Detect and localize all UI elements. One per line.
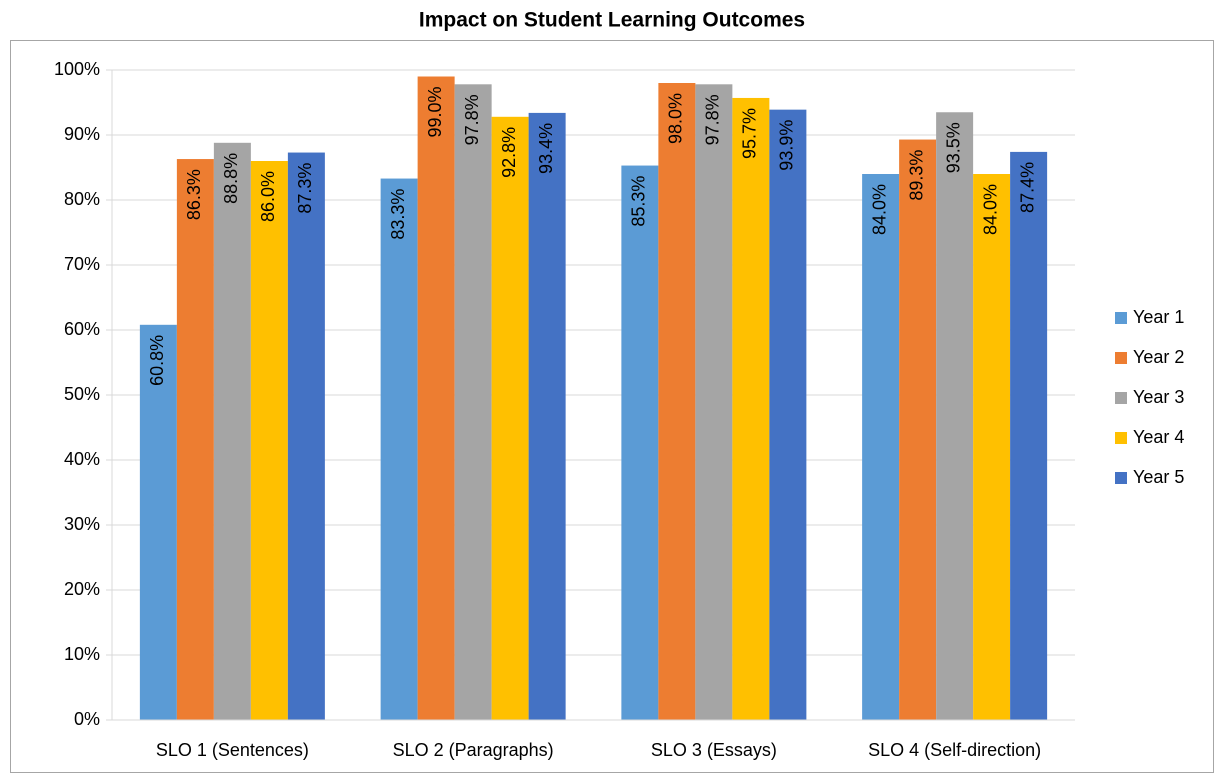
- data-label: 93.9%: [777, 120, 797, 171]
- data-label: 97.8%: [703, 94, 723, 145]
- legend-swatch: [1115, 432, 1127, 444]
- bar: [769, 109, 807, 720]
- data-label: 85.3%: [629, 176, 649, 227]
- legend-swatch: [1115, 312, 1127, 324]
- legend-label: Year 1: [1133, 307, 1184, 327]
- y-tick-label: 40%: [64, 449, 100, 469]
- bar: [454, 84, 492, 721]
- data-label: 93.5%: [943, 122, 963, 173]
- bar: [250, 161, 288, 720]
- bar: [176, 159, 214, 721]
- x-tick-label: SLO 1 (Sentences): [156, 740, 309, 760]
- y-tick-label: 60%: [64, 319, 100, 339]
- bar: [139, 324, 177, 720]
- bar: [732, 97, 770, 720]
- x-tick-label: SLO 4 (Self-direction): [868, 740, 1041, 760]
- data-label: 86.3%: [184, 169, 204, 220]
- legend-label: Year 3: [1133, 387, 1184, 407]
- bar: [695, 84, 733, 721]
- legend-swatch: [1115, 472, 1127, 484]
- bar: [658, 83, 696, 720]
- legend-label: Year 4: [1133, 427, 1184, 447]
- data-label: 84.0%: [869, 184, 889, 235]
- data-label: 89.3%: [906, 150, 926, 201]
- bar: [1010, 151, 1048, 720]
- bar: [287, 152, 325, 721]
- bar: [528, 112, 566, 720]
- y-tick-label: 90%: [64, 124, 100, 144]
- data-label: 97.8%: [462, 94, 482, 145]
- data-label: 83.3%: [388, 189, 408, 240]
- x-tick-label: SLO 3 (Essays): [651, 740, 777, 760]
- bar: [862, 174, 900, 720]
- data-label: 86.0%: [258, 171, 278, 222]
- data-label: 99.0%: [425, 87, 445, 138]
- y-tick-label: 10%: [64, 644, 100, 664]
- bar: [973, 174, 1011, 720]
- bar: [213, 142, 251, 721]
- bar: [491, 116, 529, 721]
- legend-swatch: [1115, 352, 1127, 364]
- data-label: 87.3%: [295, 163, 315, 214]
- bar: [380, 178, 418, 721]
- y-tick-label: 80%: [64, 189, 100, 209]
- y-tick-label: 100%: [54, 59, 100, 79]
- data-label: 93.4%: [536, 123, 556, 174]
- data-label: 84.0%: [980, 184, 1000, 235]
- x-tick-label: SLO 2 (Paragraphs): [393, 740, 554, 760]
- y-tick-label: 50%: [64, 384, 100, 404]
- bar: [936, 112, 974, 720]
- data-label: 95.7%: [740, 108, 760, 159]
- legend-label: Year 2: [1133, 347, 1184, 367]
- y-tick-label: 70%: [64, 254, 100, 274]
- bar: [621, 165, 659, 721]
- data-label: 87.4%: [1017, 162, 1037, 213]
- data-label: 98.0%: [666, 93, 686, 144]
- bar: [899, 139, 937, 721]
- y-tick-label: 20%: [64, 579, 100, 599]
- legend-label: Year 5: [1133, 467, 1184, 487]
- data-label: 92.8%: [499, 127, 519, 178]
- bar: [417, 76, 455, 720]
- y-tick-label: 30%: [64, 514, 100, 534]
- chart-title: Impact on Student Learning Outcomes: [419, 9, 805, 32]
- legend-swatch: [1115, 392, 1127, 404]
- chart-frame: [10, 40, 1214, 773]
- data-label: 88.8%: [221, 153, 241, 204]
- y-tick-label: 0%: [74, 709, 100, 729]
- data-label: 60.8%: [147, 335, 167, 386]
